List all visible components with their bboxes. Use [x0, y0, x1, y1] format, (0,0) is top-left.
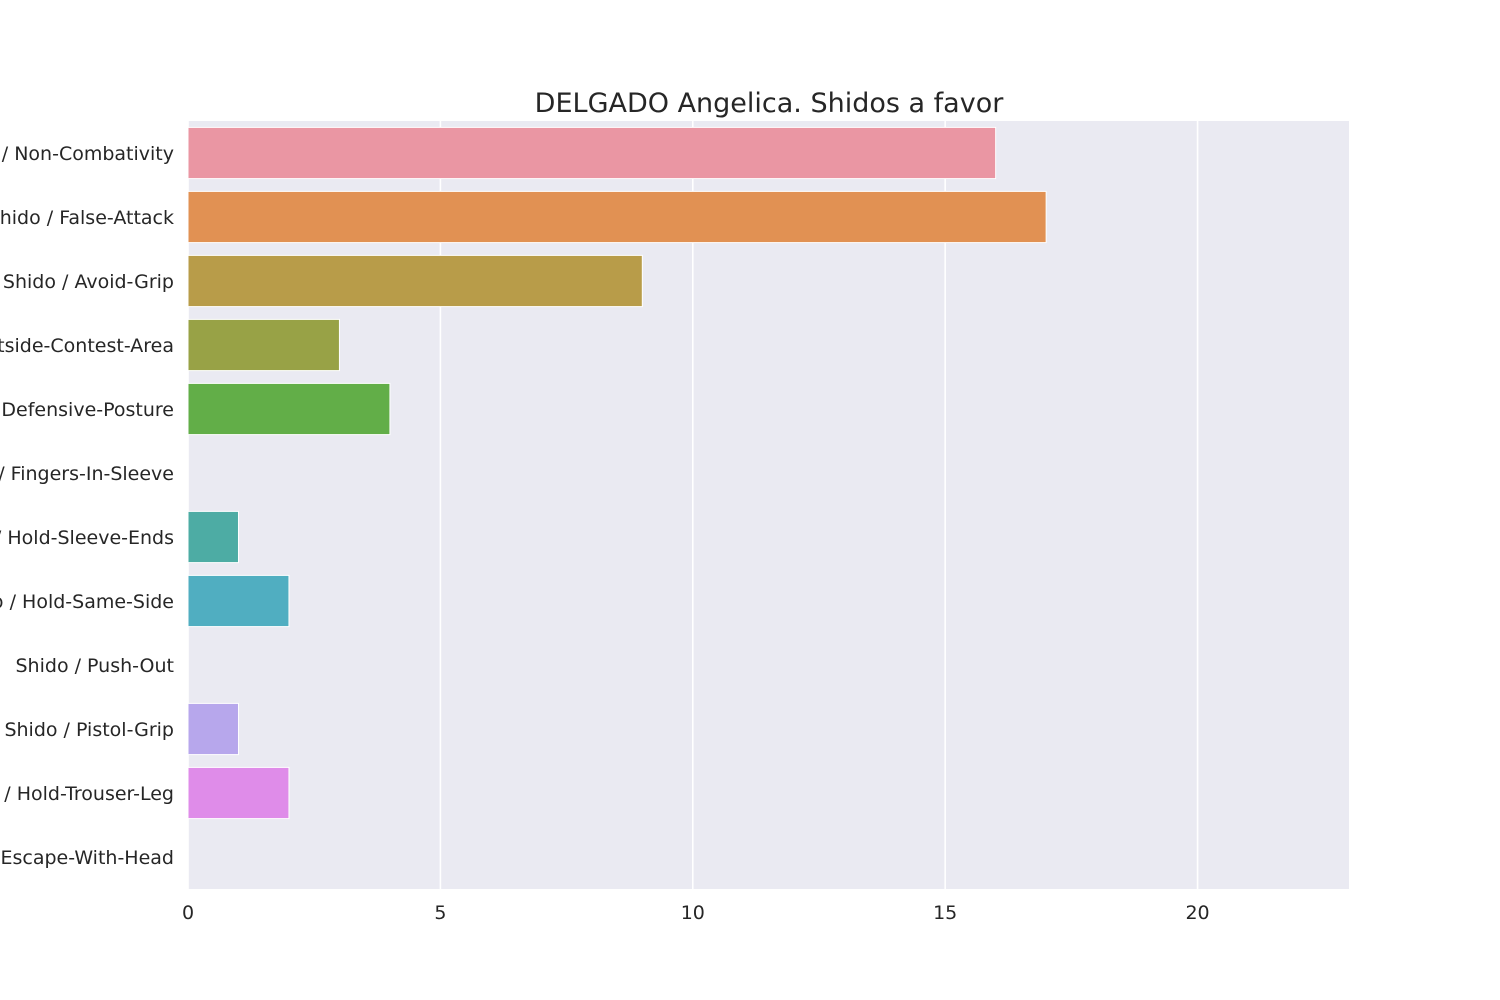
x-tick-label: 20 — [1185, 902, 1209, 924]
bar — [187, 766, 290, 820]
y-tick-label: Shido / Defensive-Posture — [0, 399, 174, 421]
grid-lines — [187, 121, 1199, 889]
bars — [187, 126, 1047, 820]
x-tick-label: 15 — [933, 902, 957, 924]
y-tick-label: Shido / Non-Combativity — [0, 143, 174, 165]
bar — [187, 382, 391, 436]
y-tick-label: Shido / Hold-Same-Side — [0, 591, 174, 613]
bar — [187, 126, 997, 180]
y-tick-label: Shido / Escape-With-Head — [0, 847, 174, 869]
bar — [187, 702, 239, 756]
y-tick-label: Shido / Push-Out — [16, 655, 175, 677]
plot-area — [188, 121, 1349, 889]
y-tick-label: Shido / Outside-Contest-Area — [0, 335, 174, 357]
y-tick-label: Shido / Fingers-In-Sleeve — [0, 463, 174, 485]
y-tick-label: Shido / Avoid-Grip — [3, 271, 174, 293]
x-tick-label: 0 — [182, 902, 194, 924]
x-tick-label: 5 — [434, 902, 446, 924]
y-tick-labels: Shido / Non-Combativity Shido / False-Att… — [0, 143, 174, 869]
bar — [187, 190, 1047, 244]
bar — [187, 318, 340, 372]
y-tick-label: Shido / False-Attack — [0, 207, 174, 229]
y-tick-label: Shido / Pistol-Grip — [4, 719, 174, 741]
x-tick-label: 10 — [681, 902, 705, 924]
bar — [187, 254, 643, 308]
chart-title: DELGADO Angelica. Shidos a favor — [535, 88, 1005, 119]
y-tick-label: Shido / Hold-Sleeve-Ends — [0, 527, 174, 549]
y-tick-label: Shido / Hold-Trouser-Leg — [0, 783, 174, 805]
bar — [187, 574, 290, 628]
x-tick-labels: 0 5 10 15 20 — [182, 902, 1210, 924]
bar — [187, 510, 239, 564]
